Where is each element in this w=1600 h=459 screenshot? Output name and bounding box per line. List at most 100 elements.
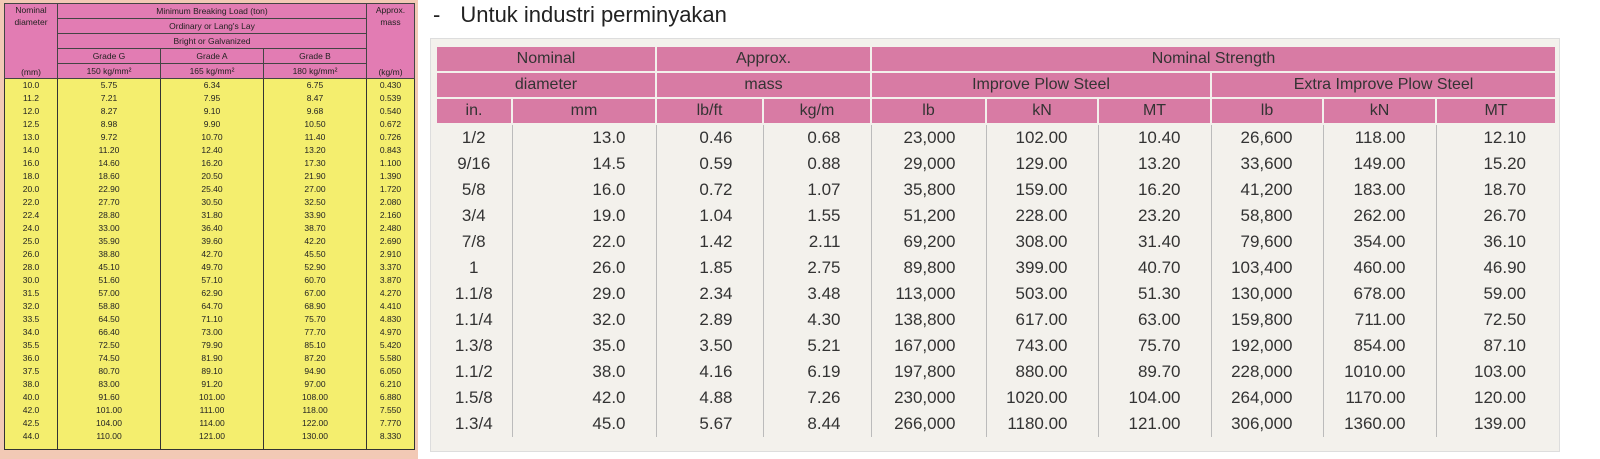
table-cell: 11.2 <box>4 92 58 105</box>
table-cell: 36.10 <box>1483 232 1527 251</box>
table-row: 32.0 58.80 64.70 68.90 4.410 <box>4 300 415 313</box>
table-cell: 15.20 <box>1483 154 1527 173</box>
table-cell: 8.27 <box>57 105 161 118</box>
table-cell: 1.1/2 <box>436 359 513 385</box>
strength-header: Nominal Strength <box>870 45 1558 73</box>
table-cell: 17.30 <box>263 157 367 170</box>
table-cell: 69,200 <box>871 229 987 255</box>
unit-header: lb <box>1210 97 1325 125</box>
table-cell: 880.00 <box>986 359 1099 385</box>
table-cell: 11.40 <box>263 131 367 144</box>
table-cell: 1180.00 <box>986 411 1099 437</box>
unit-header: kN <box>1322 97 1438 125</box>
table-cell: 83.00 <box>57 378 161 391</box>
mass-header: Approx. mass (kg/m) <box>366 3 415 79</box>
table-cell: 38.0 <box>512 359 657 385</box>
table-cell: 25.0 <box>4 235 58 248</box>
table-cell: 60.70 <box>263 274 367 287</box>
table-cell: 59.00 <box>1483 284 1527 303</box>
table-cell: 6.34 <box>160 78 264 92</box>
table-cell: 4.830 <box>366 313 415 326</box>
table-cell: 854.00 <box>1323 333 1437 359</box>
table-cell: 230,000 <box>871 385 987 411</box>
table-cell: 35.0 <box>512 333 657 359</box>
table-cell: 62.90 <box>160 287 264 300</box>
table-row: 24.0 33.00 36.40 38.70 2.480 <box>4 222 415 235</box>
table-cell: 3.370 <box>366 261 415 274</box>
table-cell: 3.48 <box>763 281 872 307</box>
table-cell: 26.0 <box>512 255 657 281</box>
table-cell: 0.430 <box>366 78 415 92</box>
table-cell: 0.672 <box>366 118 415 131</box>
table-cell: 138,800 <box>871 307 987 333</box>
table-row: 1.1/2 38.0 4.16 6.19 197,800 880.00 89.70 228,0… <box>436 359 1556 385</box>
table-cell: 16.20 <box>160 157 264 170</box>
table-cell: 38.80 <box>57 248 161 261</box>
table-cell: 183.00 <box>1323 177 1437 203</box>
table-cell: 130.00 <box>263 430 367 450</box>
table-cell: 45.50 <box>263 248 367 261</box>
grade-strength: 165 kg/mm² <box>160 63 264 79</box>
table-cell: 30.0 <box>4 274 58 287</box>
table-cell: 1020.00 <box>986 385 1099 411</box>
table-cell: 159.00 <box>986 177 1099 203</box>
table-row: 44.0 110.00 121.00 130.00 8.330 <box>4 430 415 450</box>
table-cell: 5/8 <box>436 177 513 203</box>
header-unit: (mm) <box>21 67 41 77</box>
table-cell: 0.46 <box>656 124 764 151</box>
table-row: 31.5 57.00 62.90 67.00 4.270 <box>4 287 415 300</box>
table-cell: 130,000 <box>1211 281 1324 307</box>
table-cell: 81.90 <box>160 352 264 365</box>
table-cell: 113,000 <box>871 281 987 307</box>
table-header: Nominal diameter (mm) Minimum Breaking L… <box>4 3 415 79</box>
table-row: 1/2 13.0 0.46 0.68 23,000 102.00 10.40 26,600 11… <box>436 124 1556 151</box>
table-cell: 0.72 <box>656 177 764 203</box>
table-cell: 0.68 <box>763 124 872 151</box>
unit-header: lb/ft <box>655 97 764 125</box>
table-cell: 97.00 <box>263 378 367 391</box>
table-cell: 4.30 <box>763 307 872 333</box>
grade-name: Grade B <box>263 48 367 64</box>
table-cell: 23.20 <box>1098 203 1212 229</box>
table-cell: 21.90 <box>263 170 367 183</box>
table-cell: 114.00 <box>160 417 264 430</box>
table-cell: 7.95 <box>160 92 264 105</box>
table-cell: 45.0 <box>512 411 657 437</box>
table-cell: 28.0 <box>4 261 58 274</box>
table-cell: 12.40 <box>160 144 264 157</box>
mass-header: Approx. <box>654 45 873 73</box>
left-table-frame: Nominal diameter (mm) Minimum Breaking L… <box>0 0 418 459</box>
table-cell: 20.50 <box>160 170 264 183</box>
table-cell: 51.60 <box>57 274 161 287</box>
table-cell: 58.80 <box>57 300 161 313</box>
table-row: 3/4 19.0 1.04 1.55 51,200 228.00 23.20 58,800 26… <box>436 203 1556 229</box>
table-row: 14.0 11.20 12.40 13.20 0.843 <box>4 144 415 157</box>
table-row: 13.0 9.72 10.70 11.40 0.726 <box>4 131 415 144</box>
table-cell: 79.90 <box>160 339 264 352</box>
table-cell: 35.90 <box>57 235 161 248</box>
table-cell: 34.0 <box>4 326 58 339</box>
table-cell: 104.00 <box>57 417 161 430</box>
table-row: 30.0 51.60 57.10 60.70 3.870 <box>4 274 415 287</box>
table-row: 26.0 38.80 42.70 45.50 2.910 <box>4 248 415 261</box>
table-cell: 4.16 <box>656 359 764 385</box>
diameter-header: Nominal <box>435 45 657 73</box>
table-cell: 122.00 <box>263 417 367 430</box>
header-unit: (kg/m) <box>378 67 403 77</box>
table-cell: 5.75 <box>57 78 161 92</box>
table-cell: 743.00 <box>986 333 1099 359</box>
table-cell: 10.0 <box>4 78 58 92</box>
table-cell: 72.50 <box>57 339 161 352</box>
unit-header: kN <box>985 97 1100 125</box>
table-row: 1.5/8 42.0 4.88 7.26 230,000 1020.00 104.00 264… <box>436 385 1556 411</box>
table-cell: 18.70 <box>1483 180 1527 199</box>
table-cell: 64.70 <box>160 300 264 313</box>
table-cell: 1.1/4 <box>436 307 513 333</box>
table-cell: 7.770 <box>366 417 415 430</box>
table-cell: 1 <box>436 255 513 281</box>
table-cell: 33,600 <box>1211 151 1324 177</box>
table-cell: 2.480 <box>366 222 415 235</box>
table-cell: 7.21 <box>57 92 161 105</box>
table-row: 16.0 14.60 16.20 17.30 1.100 <box>4 157 415 170</box>
